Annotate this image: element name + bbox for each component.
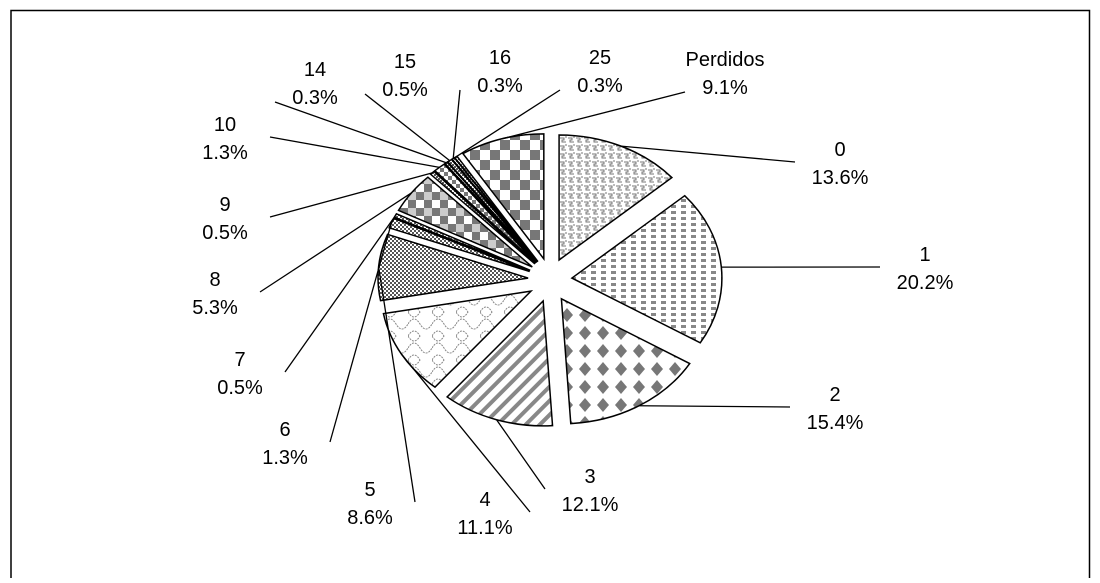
category-label: Perdidos [686,49,765,71]
leader-line [639,406,790,407]
value-label: 0.3% [292,87,338,109]
category-label: 10 [214,114,236,136]
category-label: 5 [364,479,375,501]
leader-line [330,223,391,442]
category-label: 6 [279,419,290,441]
value-label: 20.2% [897,272,954,294]
category-label: 7 [234,349,245,371]
category-label: 2 [829,384,840,406]
category-label: 25 [589,47,611,69]
leader-line [365,94,450,161]
leader-line [270,137,439,167]
category-label: 4 [479,489,490,511]
leader-line [453,90,460,158]
leader-line [379,267,415,502]
value-label: 8.6% [347,507,393,529]
category-label: 1 [919,244,930,266]
value-label: 5.3% [192,297,238,319]
value-label: 11.1% [457,517,512,539]
leader-line [497,420,545,489]
value-label: 0.3% [577,75,623,97]
value-label: 0.5% [217,377,263,399]
leader-line [502,92,685,139]
value-label: 0.5% [202,222,248,244]
category-label: 0 [834,139,845,161]
category-label: 9 [219,194,230,216]
category-label: 3 [584,466,595,488]
value-label: 12.1% [562,494,619,516]
category-label: 8 [209,269,220,291]
value-label: 0.3% [477,75,523,97]
value-label: 9.1% [702,77,748,99]
value-label: 0.5% [382,79,428,101]
value-label: 13.6% [812,167,869,189]
value-label: 15.4% [807,412,864,434]
category-label: 15 [394,51,416,73]
category-label: 14 [304,59,326,81]
value-label: 1.3% [202,142,248,164]
category-label: 16 [489,47,511,69]
value-label: 1.3% [262,447,308,469]
